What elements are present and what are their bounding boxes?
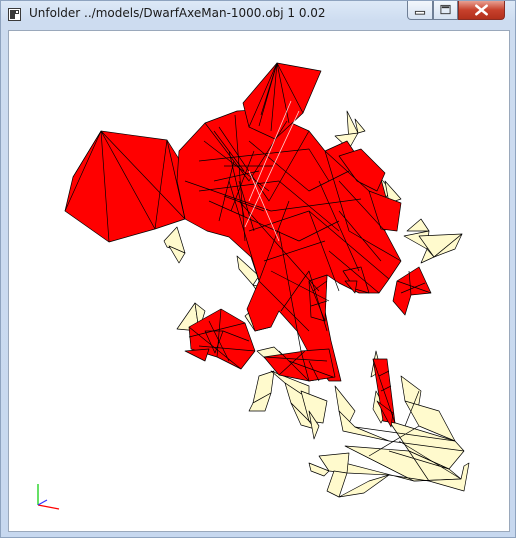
close-button[interactable] (458, 1, 505, 20)
maximize-button[interactable] (433, 1, 458, 20)
minimize-button[interactable] (407, 1, 433, 20)
title-bar[interactable]: Unfolder ../models/DwarfAxeMan-1000.obj … (1, 1, 515, 29)
window-title: Unfolder ../models/DwarfAxeMan-1000.obj … (29, 6, 326, 20)
close-icon (475, 4, 488, 16)
render-viewport[interactable] (8, 30, 510, 532)
maximize-icon (440, 4, 451, 15)
red-piece-lines (64, 62, 432, 424)
cream-pieces (163, 110, 470, 498)
minimize-icon (414, 10, 426, 15)
axis-gizmo-icon (37, 484, 60, 510)
cream-piece-lines (344, 390, 465, 482)
app-window-icon[interactable] (8, 8, 21, 21)
unfolded-mesh-canvas[interactable] (9, 31, 509, 531)
pale-crease-lines (244, 100, 300, 242)
